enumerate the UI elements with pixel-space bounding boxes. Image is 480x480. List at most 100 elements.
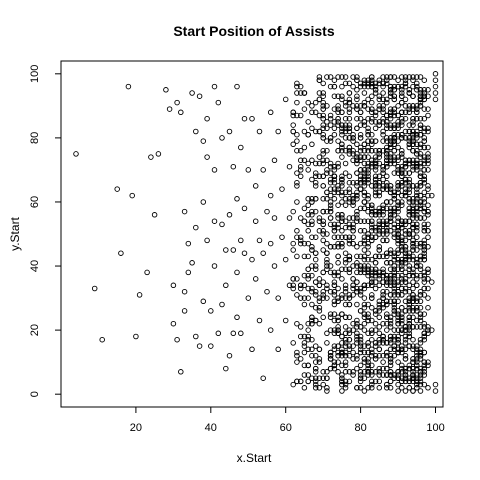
- data-point: [384, 218, 390, 224]
- data-point: [406, 228, 413, 234]
- data-point: [387, 372, 394, 378]
- data-point: [327, 269, 334, 276]
- data-point: [234, 269, 240, 276]
- data-point: [372, 189, 379, 196]
- data-point: [342, 314, 349, 321]
- data-point: [391, 346, 398, 353]
- data-point: [312, 183, 319, 189]
- data-point: [406, 103, 413, 109]
- data-point: [339, 83, 345, 90]
- data-point: [369, 266, 375, 272]
- data-point: [312, 279, 319, 285]
- data-point: [339, 199, 345, 205]
- data-point: [354, 269, 360, 276]
- data-point: [357, 147, 364, 154]
- data-point: [342, 340, 349, 346]
- data-point: [395, 202, 401, 208]
- data-point: [372, 378, 379, 385]
- data-point: [395, 349, 401, 356]
- data-point: [301, 301, 308, 308]
- data-point: [406, 218, 413, 224]
- data-point: [215, 330, 222, 337]
- data-point: [354, 260, 360, 266]
- data-point: [391, 304, 398, 311]
- data-point: [365, 192, 371, 199]
- data-point: [406, 304, 413, 311]
- data-point: [294, 147, 300, 154]
- data-point: [316, 320, 323, 327]
- y-tick-label: 60: [29, 196, 41, 208]
- data-point: [350, 157, 356, 164]
- data-point: [399, 272, 405, 279]
- data-point: [410, 378, 416, 385]
- data-point: [249, 115, 255, 122]
- data-point: [301, 372, 308, 378]
- data-point: [399, 349, 405, 356]
- data-point: [402, 388, 409, 394]
- data-point: [238, 330, 244, 337]
- data-point: [376, 304, 383, 311]
- data-point: [327, 356, 334, 362]
- data-point: [406, 144, 413, 151]
- data-point: [425, 167, 431, 173]
- data-point: [309, 157, 315, 164]
- data-point: [395, 346, 401, 353]
- data-point: [365, 154, 371, 160]
- data-point: [372, 109, 379, 116]
- data-point: [357, 157, 364, 164]
- data-point: [297, 324, 304, 330]
- data-point: [410, 196, 416, 202]
- data-point: [395, 266, 401, 272]
- data-point: [354, 333, 360, 340]
- data-point: [331, 311, 338, 317]
- data-point: [384, 157, 390, 164]
- data-point: [421, 176, 428, 183]
- data-point: [354, 115, 360, 122]
- data-point: [320, 131, 326, 138]
- data-point: [361, 103, 368, 109]
- data-point: [391, 231, 398, 237]
- data-point: [399, 362, 405, 369]
- data-point: [380, 183, 386, 189]
- data-point: [395, 186, 401, 192]
- data-point: [204, 115, 210, 122]
- data-point: [402, 231, 409, 237]
- data-point: [421, 247, 428, 253]
- data-point: [384, 160, 390, 167]
- data-point: [346, 301, 353, 308]
- x-axis-label: x.Start: [237, 451, 272, 465]
- data-point: [421, 240, 428, 247]
- data-point: [387, 356, 394, 362]
- data-point: [245, 167, 252, 173]
- data-point: [406, 385, 413, 391]
- data-point: [395, 170, 401, 176]
- data-point: [376, 96, 383, 103]
- data-point: [346, 369, 353, 375]
- data-point: [339, 215, 345, 221]
- data-point: [301, 128, 308, 135]
- data-point: [369, 77, 375, 83]
- data-point: [387, 247, 394, 253]
- data-point: [324, 208, 330, 215]
- data-point: [320, 173, 326, 180]
- data-point: [391, 157, 398, 164]
- data-point: [320, 160, 326, 167]
- data-point: [350, 263, 356, 269]
- data-point: [410, 308, 416, 314]
- data-point: [327, 215, 334, 221]
- data-point: [402, 221, 409, 228]
- data-point: [335, 253, 341, 260]
- data-point: [331, 298, 338, 305]
- data-point: [414, 247, 420, 253]
- data-point: [421, 196, 428, 202]
- data-point: [301, 157, 308, 164]
- data-point: [414, 106, 420, 112]
- data-point: [331, 288, 338, 295]
- data-point: [372, 279, 379, 285]
- data-point: [282, 96, 289, 103]
- data-point: [357, 343, 364, 349]
- data-point: [421, 256, 428, 263]
- data-point: [185, 240, 192, 247]
- data-point: [410, 93, 416, 99]
- data-point: [327, 83, 334, 90]
